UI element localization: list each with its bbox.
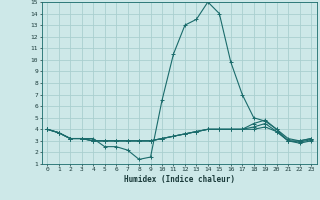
- X-axis label: Humidex (Indice chaleur): Humidex (Indice chaleur): [124, 175, 235, 184]
